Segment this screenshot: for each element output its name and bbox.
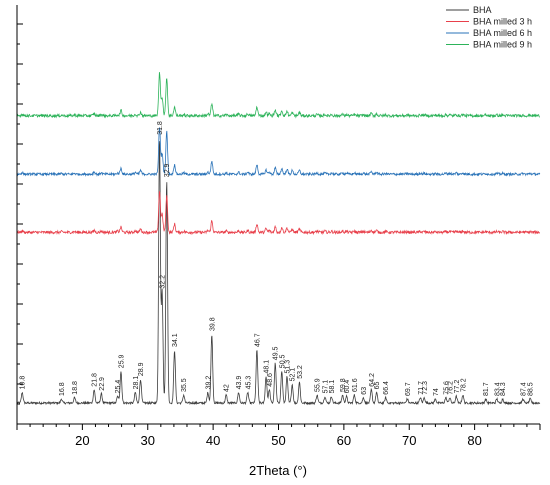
x-tick-label-40: 40	[206, 433, 220, 448]
peak-label-14: 39.2	[205, 376, 212, 390]
peak-label-43: 77.2	[454, 380, 461, 394]
x-ticks-group: 20 30 40 50 60 70 80	[16, 424, 541, 448]
legend-label-3: BHA milled 9 h	[473, 40, 532, 50]
peak-label-7: 28.1	[133, 376, 140, 390]
peak-label-28: 57.1	[322, 380, 329, 394]
peak-label-15: 39.8	[209, 317, 216, 331]
legend-label-1: BHA milled 3 h	[473, 17, 532, 27]
peak-label-26: 53.2	[297, 365, 304, 379]
peak-label-25: 52.1	[290, 368, 297, 382]
peak-label-13: 35.5	[181, 378, 188, 392]
peak-label-44: 78.2	[460, 378, 467, 392]
peak-label-0: 10.8	[20, 376, 27, 390]
peak-label-5: 25.4	[115, 380, 122, 394]
peak-label-46: 83.4	[494, 382, 501, 396]
peak-label-37: 69.7	[405, 382, 412, 396]
peak-label-27: 55.9	[315, 378, 322, 392]
peak-label-42: 76.2	[447, 381, 454, 395]
series-line-2	[16, 127, 541, 177]
peak-label-18: 45.3	[245, 376, 252, 390]
peak-label-19: 46.7	[254, 333, 261, 347]
peak-label-39: 72.3	[422, 381, 429, 395]
peak-label-49: 88.5	[528, 382, 535, 396]
peak-label-8: 28.9	[138, 362, 145, 376]
x-tick-label-20: 20	[75, 433, 89, 448]
peak-label-2: 18.8	[72, 381, 79, 395]
peak-label-38: 71.7	[418, 381, 425, 395]
peak-label-31: 60.4	[344, 380, 351, 394]
peak-label-48: 87.4	[521, 382, 528, 396]
peak-label-34: 64.2	[369, 373, 376, 387]
peak-label-4: 22.9	[99, 377, 106, 391]
legend-label-0: BHA	[473, 5, 492, 15]
x-tick-label-70: 70	[402, 433, 416, 448]
peak-label-11: 32.9	[164, 163, 171, 177]
peak-label-32: 61.6	[352, 378, 359, 392]
series-line-1	[16, 190, 540, 236]
series-line-0	[16, 141, 541, 406]
peak-labels-group: 10.8 16.8 18.8 21.8 22.9 25.4 25.9 28.128.9 31.8…	[20, 121, 535, 396]
peak-label-22: 49.5	[273, 346, 280, 360]
peak-label-45: 81.7	[483, 382, 490, 396]
peak-label-33: 63	[361, 387, 368, 395]
peak-label-10: 32.2	[160, 275, 167, 289]
peak-label-36: 66.4	[383, 381, 390, 395]
peak-label-1: 16.8	[59, 382, 66, 396]
peak-label-9: 31.8	[157, 121, 164, 135]
x-tick-label-50: 50	[271, 433, 285, 448]
peak-label-3: 21.8	[92, 373, 99, 387]
peak-label-23: 50.5	[279, 354, 286, 368]
peak-label-29: 58.1	[329, 380, 336, 394]
peak-label-41: 75.6	[443, 381, 450, 395]
peak-label-35: 65	[374, 382, 381, 390]
peak-label-6: 25.9	[118, 354, 125, 368]
peak-label-12: 34.1	[172, 333, 179, 347]
peak-label-47: 84.3	[500, 382, 507, 396]
peak-label-30: 59.8	[340, 378, 347, 392]
x-tick-label-60: 60	[337, 433, 351, 448]
x-tick-label-30: 30	[141, 433, 155, 448]
peak-label-16: 42	[224, 384, 231, 392]
traces-group	[16, 72, 541, 406]
series-line-3	[16, 72, 540, 119]
peak-label-40: 74	[433, 388, 440, 396]
x-tick-label-80: 80	[467, 433, 481, 448]
peak-label-21: 48.6	[267, 373, 274, 387]
x-axis-title: 2Theta (°)	[249, 463, 307, 478]
peak-label-17: 43.9	[236, 376, 243, 390]
peak-label-20: 48.1	[264, 360, 271, 374]
y-ticks-group	[17, 23, 23, 425]
legend-label-2: BHA milled 6 h	[473, 28, 532, 38]
peak-label-24: 51.3	[285, 360, 292, 374]
